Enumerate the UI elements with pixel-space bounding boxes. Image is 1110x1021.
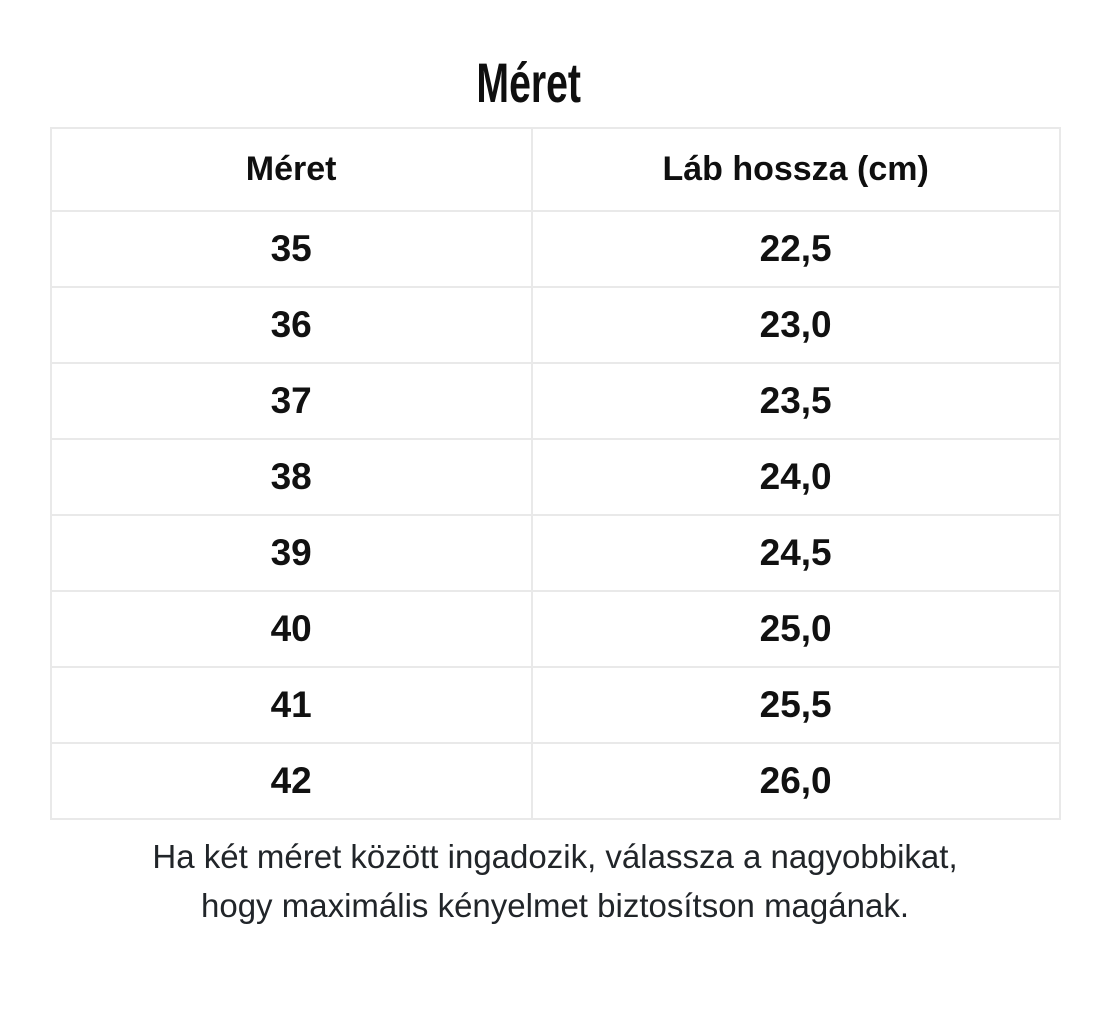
- column-header-size: Méret: [49, 127, 533, 212]
- foot-length-cell: 23,0: [530, 286, 1061, 364]
- size-advice-note: Ha két méret között ingadozik, válassza …: [45, 832, 1065, 930]
- size-advice-note-line-1: Ha két méret között ingadozik, válassza …: [152, 838, 958, 875]
- table-row: 39 24,5: [49, 514, 1061, 592]
- size-cell: 40: [49, 590, 533, 668]
- table-row: 41 25,5: [49, 666, 1061, 744]
- table-row: 40 25,0: [49, 590, 1061, 668]
- table-row: 37 23,5: [49, 362, 1061, 440]
- header-row: Méret Láb hossza (cm): [49, 127, 1061, 212]
- foot-length-cell: 22,5: [530, 210, 1061, 288]
- foot-length-cell: 26,0: [530, 742, 1061, 820]
- size-cell: 41: [49, 666, 533, 744]
- foot-length-cell: 25,0: [530, 590, 1061, 668]
- foot-length-cell: 25,5: [530, 666, 1061, 744]
- table-row: 42 26,0: [49, 742, 1061, 820]
- size-cell: 42: [49, 742, 533, 820]
- table-row: 36 23,0: [49, 286, 1061, 364]
- size-cell: 38: [49, 438, 533, 516]
- table-row: 35 22,5: [49, 210, 1061, 288]
- size-cell: 35: [49, 210, 533, 288]
- column-header-foot-length: Láb hossza (cm): [530, 127, 1061, 212]
- page-title: Méret: [0, 54, 1084, 112]
- size-cell: 37: [49, 362, 533, 440]
- page-title-text: Méret: [476, 51, 582, 114]
- size-table-body: 35 22,5 36 23,0 37 23,5 38 24,0 39 24,5 …: [49, 210, 1061, 820]
- size-cell: 36: [49, 286, 533, 364]
- size-advice-note-line-2: hogy maximális kényelmet biztosítson mag…: [201, 887, 909, 924]
- foot-length-cell: 24,5: [530, 514, 1061, 592]
- foot-length-cell: 23,5: [530, 362, 1061, 440]
- size-chart-section: Méret Méret Láb hossza (cm) 35 22,5 36 2…: [0, 54, 1110, 930]
- size-table-header: Méret Láb hossza (cm): [49, 127, 1061, 212]
- table-row: 38 24,0: [49, 438, 1061, 516]
- foot-length-cell: 24,0: [530, 438, 1061, 516]
- size-cell: 39: [49, 514, 533, 592]
- size-table: Méret Láb hossza (cm) 35 22,5 36 23,0 37…: [49, 127, 1061, 820]
